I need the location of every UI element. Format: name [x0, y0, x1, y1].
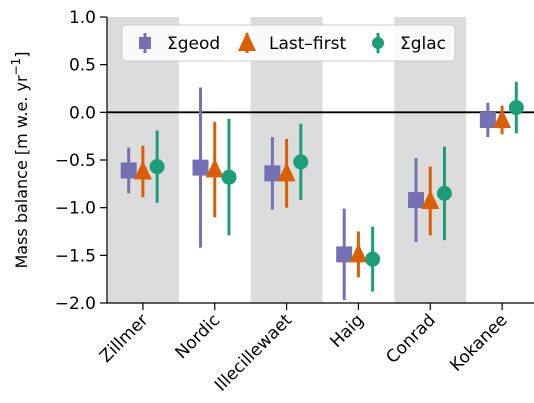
legend-box [121, 24, 456, 62]
y-tick-label: −1.0 [55, 199, 96, 219]
point-kokanee-square [479, 111, 496, 128]
y-tick-label: 1.0 [69, 8, 96, 28]
point-conrad-square [408, 192, 425, 209]
point-zillmer-circle [149, 159, 165, 175]
point-kokanee-circle [508, 100, 524, 116]
x-tick-label: Zillmer [96, 310, 152, 366]
point-conrad-circle [436, 185, 452, 201]
point-zillmer-square [120, 162, 137, 179]
legend-marker-circle [372, 37, 384, 49]
x-tick-label: Illecillewaet [211, 310, 296, 395]
point-nordic-square [192, 159, 209, 176]
y-tick-label: 0.5 [69, 56, 96, 76]
legend-label: Σgeod [167, 34, 220, 54]
x-tick-label: Haig [326, 310, 368, 352]
legend-marker-triangle [238, 32, 256, 51]
legend-marker-square [139, 37, 151, 49]
y-tick-label: −1.5 [55, 246, 96, 266]
point-zillmer-triangle [133, 160, 152, 180]
legend-label: Last–first [269, 34, 346, 54]
point-illecillewaet-square [264, 165, 281, 182]
x-tick-label: Conrad [382, 310, 439, 367]
y-tick-label: −0.5 [55, 151, 96, 171]
point-nordic-circle [221, 169, 237, 185]
point-haig-square [336, 246, 353, 263]
point-conrad-triangle [421, 189, 440, 209]
y-axis-label: Mass balance [m w.e. yr−1] [9, 51, 31, 268]
data-marks [120, 81, 524, 301]
y-tick-label: −2.0 [55, 294, 96, 314]
x-tick-label: Nordic [171, 310, 224, 363]
point-illecillewaet-triangle [277, 162, 296, 182]
point-nordic-triangle [205, 158, 224, 178]
point-kokanee-triangle [493, 108, 512, 128]
x-tick-label: Kokanee [446, 310, 511, 375]
point-haig-circle [365, 251, 381, 267]
y-tick-label: 0.0 [69, 103, 96, 123]
point-haig-triangle [349, 243, 368, 263]
point-illecillewaet-circle [293, 154, 309, 170]
legend: Σgeod Last–first Σglac [121, 24, 456, 62]
band-conrad [394, 17, 467, 303]
legend-label: Σglac [400, 34, 446, 54]
